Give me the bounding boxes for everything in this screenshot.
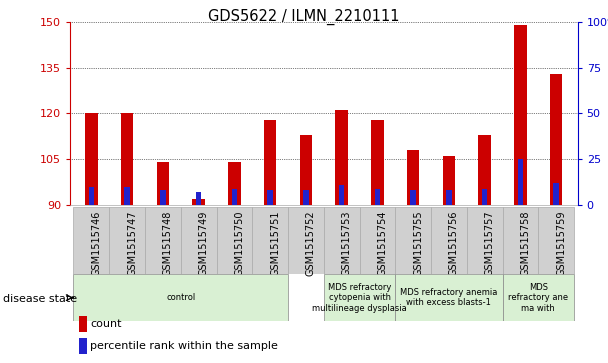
Bar bbox=[216, 207, 252, 274]
Bar bbox=[482, 189, 488, 205]
Text: MDS
refractory ane
ma with: MDS refractory ane ma with bbox=[508, 283, 568, 313]
Bar bbox=[121, 113, 133, 205]
Bar bbox=[443, 156, 455, 205]
Bar bbox=[503, 207, 538, 274]
Bar bbox=[192, 199, 205, 205]
Bar bbox=[324, 274, 395, 321]
Bar bbox=[181, 207, 216, 274]
Text: GSM1515747: GSM1515747 bbox=[127, 210, 137, 276]
Text: percentile rank within the sample: percentile rank within the sample bbox=[90, 341, 278, 351]
Bar bbox=[74, 207, 109, 274]
Bar bbox=[538, 207, 574, 274]
Bar bbox=[339, 185, 344, 205]
Bar bbox=[395, 207, 431, 274]
Bar bbox=[410, 191, 416, 205]
Bar bbox=[550, 74, 562, 205]
Bar bbox=[359, 207, 395, 274]
Text: GSM1515753: GSM1515753 bbox=[342, 210, 351, 276]
Text: count: count bbox=[90, 319, 122, 329]
Bar bbox=[553, 183, 559, 205]
Bar bbox=[300, 135, 312, 205]
Text: GSM1515751: GSM1515751 bbox=[270, 210, 280, 276]
Bar bbox=[89, 187, 94, 205]
Text: GSM1515746: GSM1515746 bbox=[91, 210, 102, 276]
Bar bbox=[503, 274, 574, 321]
Text: control: control bbox=[166, 293, 195, 302]
Bar bbox=[395, 274, 503, 321]
Text: disease state: disease state bbox=[3, 294, 77, 305]
Bar bbox=[252, 207, 288, 274]
Bar bbox=[268, 191, 273, 205]
Bar bbox=[371, 119, 384, 205]
Text: GSM1515756: GSM1515756 bbox=[449, 210, 459, 276]
Text: GSM1515757: GSM1515757 bbox=[485, 210, 495, 276]
Text: GSM1515748: GSM1515748 bbox=[163, 210, 173, 276]
Text: GSM1515758: GSM1515758 bbox=[520, 210, 530, 276]
Text: GSM1515759: GSM1515759 bbox=[556, 210, 566, 276]
Bar bbox=[446, 191, 452, 205]
Text: MDS refractory
cytopenia with
multilineage dysplasia: MDS refractory cytopenia with multilinea… bbox=[312, 283, 407, 313]
Bar bbox=[109, 207, 145, 274]
Bar bbox=[514, 25, 527, 205]
Text: GSM1515754: GSM1515754 bbox=[378, 210, 387, 276]
Bar bbox=[85, 113, 98, 205]
Bar bbox=[74, 274, 288, 321]
Text: GSM1515750: GSM1515750 bbox=[234, 210, 244, 276]
Text: GSM1515755: GSM1515755 bbox=[413, 210, 423, 276]
Bar bbox=[467, 207, 503, 274]
Text: GSM1515752: GSM1515752 bbox=[306, 210, 316, 276]
Bar bbox=[324, 207, 359, 274]
Text: MDS refractory anemia
with excess blasts-1: MDS refractory anemia with excess blasts… bbox=[400, 288, 497, 307]
Bar bbox=[264, 119, 277, 205]
Bar bbox=[407, 150, 420, 205]
Bar bbox=[375, 189, 380, 205]
Bar bbox=[232, 189, 237, 205]
Text: GDS5622 / ILMN_2210111: GDS5622 / ILMN_2210111 bbox=[209, 9, 399, 25]
Bar bbox=[478, 135, 491, 205]
Bar bbox=[518, 159, 523, 205]
Bar bbox=[228, 162, 241, 205]
Bar bbox=[196, 192, 201, 205]
Bar bbox=[431, 207, 467, 274]
Bar bbox=[160, 191, 165, 205]
Bar bbox=[303, 191, 309, 205]
Bar bbox=[145, 207, 181, 274]
Bar bbox=[157, 162, 169, 205]
Bar bbox=[125, 187, 130, 205]
Bar bbox=[336, 110, 348, 205]
Text: GSM1515749: GSM1515749 bbox=[199, 210, 209, 276]
Bar bbox=[288, 207, 324, 274]
